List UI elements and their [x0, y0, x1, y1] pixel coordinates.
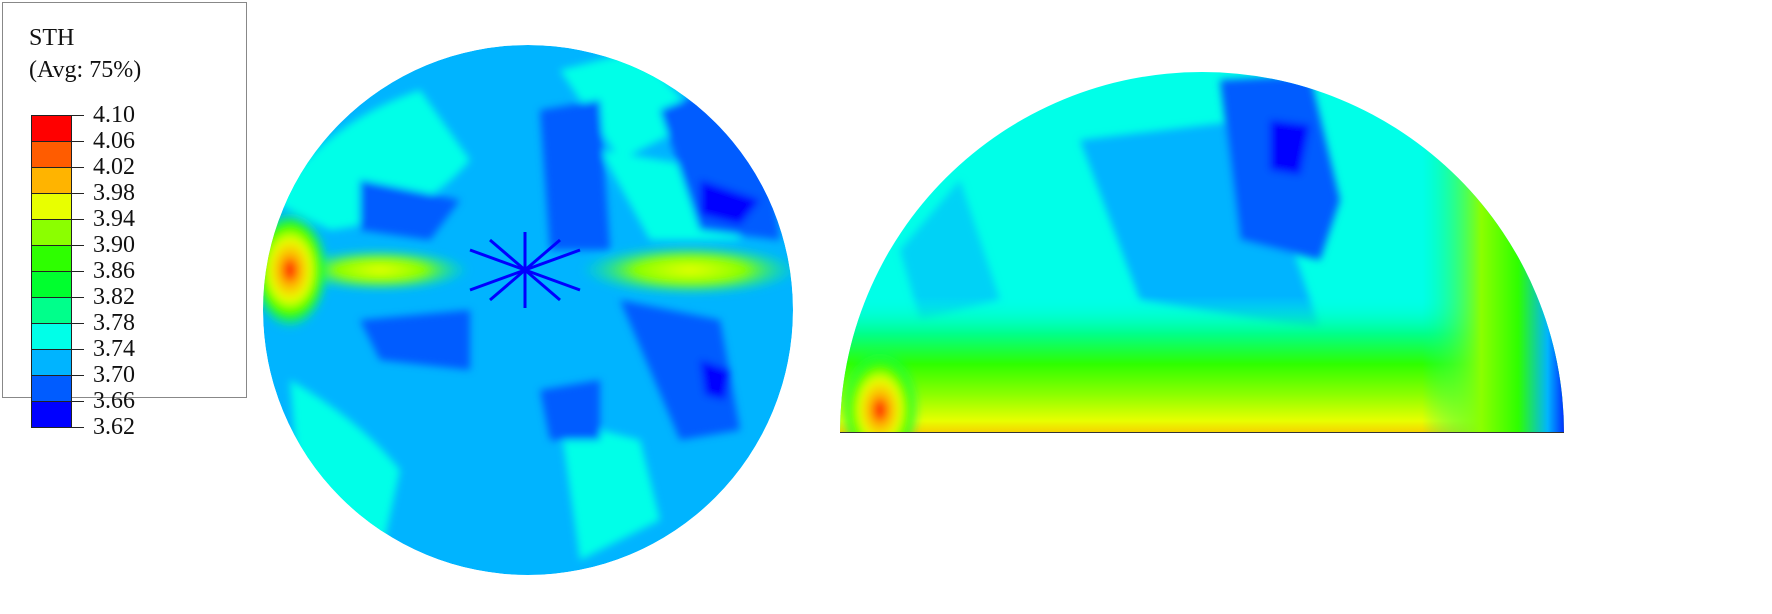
legend-tick	[70, 427, 84, 428]
top-view-sphere	[263, 45, 793, 575]
legend-level-label: 3.70	[93, 362, 135, 388]
color-band	[32, 350, 71, 376]
legend-level-label: 3.94	[93, 206, 135, 232]
legend-tick	[70, 167, 84, 168]
side-view-dome	[840, 72, 1564, 433]
legend-tick	[70, 401, 84, 402]
color-band	[32, 376, 71, 402]
color-band	[32, 272, 71, 298]
legend-level-label: 3.74	[93, 336, 135, 362]
legend-tick	[70, 297, 84, 298]
legend-tick	[70, 141, 84, 142]
color-band	[32, 220, 71, 246]
legend-tick	[70, 193, 84, 194]
legend-level-label: 4.06	[93, 128, 135, 154]
legend-level-label: 3.98	[93, 180, 135, 206]
color-band	[32, 168, 71, 194]
color-band	[32, 194, 71, 220]
legend-variable: STH	[29, 25, 75, 51]
legend-level-label: 3.86	[93, 258, 135, 284]
legend-level-label: 4.10	[93, 102, 135, 128]
legend-tick	[70, 245, 84, 246]
color-bar	[31, 115, 72, 428]
legend-tick	[70, 219, 84, 220]
legend-tick	[70, 323, 84, 324]
color-band	[32, 324, 71, 350]
color-band	[32, 116, 71, 142]
legend-averaging: (Avg: 75%)	[29, 57, 142, 83]
legend-tick	[70, 349, 84, 350]
color-band	[32, 402, 71, 427]
star-pattern	[469, 232, 581, 308]
legend-level-label: 3.90	[93, 232, 135, 258]
legend-tick	[70, 271, 84, 272]
legend-level-label: 4.02	[93, 154, 135, 180]
legend-level-label: 3.78	[93, 310, 135, 336]
color-band	[32, 298, 71, 324]
legend-level-label: 3.62	[93, 414, 135, 440]
legend-tick	[70, 375, 84, 376]
legend-level-label: 3.82	[93, 284, 135, 310]
legend-tick	[70, 115, 84, 116]
color-band	[32, 142, 71, 168]
color-band	[32, 246, 71, 272]
contour-legend: STH (Avg: 75%) 4.10 4.06 4.02 3.98 3.94 3.90 3…	[2, 2, 247, 439]
legend-level-label: 3.66	[93, 388, 135, 414]
